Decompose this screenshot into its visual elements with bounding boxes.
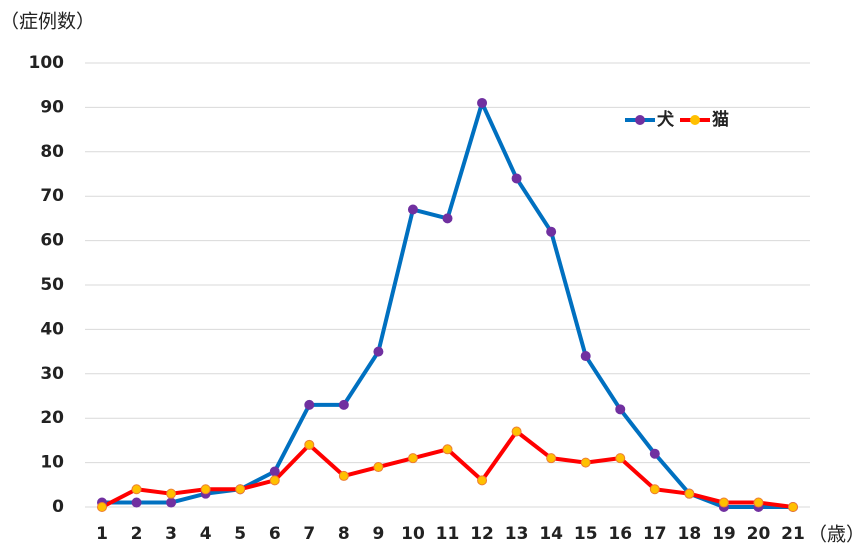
marker	[477, 97, 488, 108]
marker	[580, 457, 591, 468]
marker	[511, 173, 522, 184]
marker	[615, 404, 626, 415]
marker	[373, 346, 384, 357]
marker	[338, 470, 349, 481]
marker	[304, 439, 315, 450]
legend-marker	[635, 115, 645, 125]
marker	[477, 475, 488, 486]
x-tick-label: 15	[574, 524, 598, 544]
marker	[407, 453, 418, 464]
marker	[649, 448, 660, 459]
x-tick-label: 17	[643, 524, 667, 544]
legend-marker	[690, 115, 700, 125]
y-tick-label: 0	[52, 497, 64, 517]
y-tick-label: 40	[40, 319, 64, 339]
marker	[753, 497, 764, 508]
x-axis-label: （歳）	[808, 524, 858, 546]
x-tick-label: 11	[436, 524, 460, 544]
x-tick-label: 2	[131, 524, 143, 544]
marker	[649, 484, 660, 495]
marker	[407, 204, 418, 215]
marker	[235, 484, 246, 495]
marker	[338, 399, 349, 410]
x-tick-label: 14	[539, 524, 563, 544]
marker	[131, 497, 142, 508]
legend-label: 犬	[657, 109, 675, 130]
x-tick-label: 4	[200, 524, 212, 544]
y-tick-label: 10	[40, 453, 64, 473]
y-tick-label: 60	[40, 231, 64, 251]
marker	[442, 444, 453, 455]
x-tick-label: 9	[372, 524, 384, 544]
marker	[615, 453, 626, 464]
y-tick-label: 30	[40, 364, 64, 384]
marker	[684, 488, 695, 499]
x-tick-label: 7	[303, 524, 315, 544]
marker	[718, 497, 729, 508]
marker	[304, 399, 315, 410]
y-tick-label: 70	[40, 186, 64, 206]
y-tick-label: 20	[40, 408, 64, 428]
x-tick-label: 10	[401, 524, 425, 544]
x-tick-label: 20	[747, 524, 771, 544]
marker	[546, 226, 557, 237]
x-tick-label: 13	[505, 524, 529, 544]
marker	[269, 466, 280, 477]
x-tick-label: 1	[96, 524, 108, 544]
y-tick-label: 90	[40, 97, 64, 117]
marker	[546, 453, 557, 464]
marker	[166, 497, 177, 508]
marker	[131, 484, 142, 495]
x-tick-label: 12	[470, 524, 494, 544]
marker	[166, 488, 177, 499]
x-tick-label: 16	[608, 524, 632, 544]
marker	[788, 502, 798, 512]
marker	[373, 462, 384, 473]
x-tick-label: 5	[234, 524, 246, 544]
marker	[511, 426, 522, 437]
x-tick-label: 18	[678, 524, 702, 544]
x-tick-label: 3	[165, 524, 177, 544]
legend-label: 猫	[712, 109, 729, 130]
marker	[442, 213, 453, 224]
y-tick-label: 50	[40, 275, 64, 295]
y-axis-label: （症例数）	[0, 11, 95, 33]
marker	[97, 502, 107, 512]
x-tick-label: 6	[269, 524, 281, 544]
y-tick-label: 100	[29, 53, 65, 73]
marker	[580, 351, 591, 362]
y-tick-label: 80	[40, 142, 64, 162]
x-tick-label: 21	[781, 524, 805, 544]
marker	[269, 475, 280, 486]
x-tick-label: 19	[712, 524, 736, 544]
x-tick-label: 8	[338, 524, 350, 544]
marker	[200, 484, 211, 495]
